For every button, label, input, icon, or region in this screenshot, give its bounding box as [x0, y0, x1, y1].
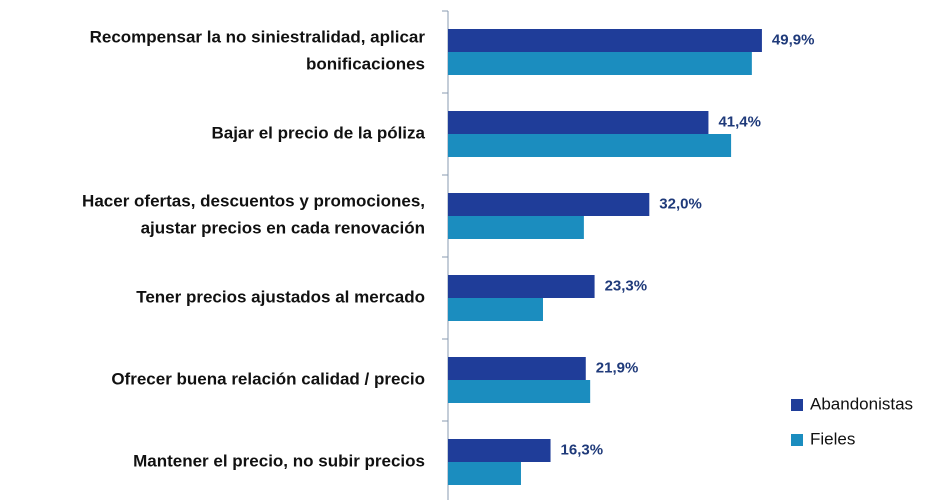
category-label: Mantener el precio, no subir precios: [133, 451, 425, 470]
bar: [448, 193, 650, 216]
bar: [448, 298, 543, 321]
bar: [448, 439, 551, 462]
legend-label: Abandonistas: [810, 394, 913, 413]
bar: [448, 111, 709, 134]
bar: [448, 357, 586, 380]
bar: [448, 462, 521, 485]
value-label: 16,3%: [561, 441, 604, 458]
bar: [448, 380, 591, 403]
category-label: Ofrecer buena relación calidad / precio: [111, 369, 425, 388]
legend-swatch: [791, 434, 803, 446]
bar: [448, 216, 584, 239]
category-label: Tener precios ajustados al mercado: [136, 287, 425, 306]
legend-swatch: [791, 399, 803, 411]
category-label: Hacer ofertas, descuentos y promociones,…: [82, 192, 425, 238]
bar: [448, 134, 732, 157]
value-label: 41,4%: [718, 113, 761, 130]
value-label: 32,0%: [659, 195, 702, 212]
bar: [448, 275, 595, 298]
category-label: Recompensar la no siniestralidad, aplica…: [90, 28, 426, 74]
value-label: 23,3%: [605, 277, 648, 294]
bar: [448, 52, 752, 75]
bar: [448, 29, 762, 52]
legend-label: Fieles: [810, 429, 855, 448]
value-label: 49,9%: [772, 31, 815, 48]
category-label: Bajar el precio de la póliza: [211, 123, 425, 142]
value-label: 21,9%: [596, 359, 639, 376]
